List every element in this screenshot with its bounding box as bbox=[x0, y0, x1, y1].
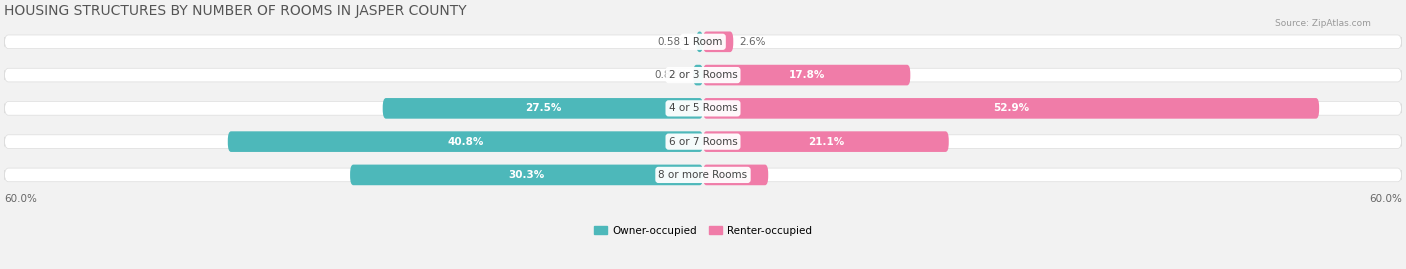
Text: 4 or 5 Rooms: 4 or 5 Rooms bbox=[669, 103, 737, 113]
FancyBboxPatch shape bbox=[693, 65, 703, 85]
FancyBboxPatch shape bbox=[4, 101, 1402, 115]
Text: 8 or more Rooms: 8 or more Rooms bbox=[658, 170, 748, 180]
FancyBboxPatch shape bbox=[382, 98, 703, 119]
FancyBboxPatch shape bbox=[703, 31, 734, 52]
FancyBboxPatch shape bbox=[703, 165, 768, 185]
Text: 60.0%: 60.0% bbox=[1369, 194, 1402, 204]
FancyBboxPatch shape bbox=[228, 131, 703, 152]
FancyBboxPatch shape bbox=[696, 31, 703, 52]
FancyBboxPatch shape bbox=[4, 135, 1402, 148]
Text: 2.6%: 2.6% bbox=[740, 37, 766, 47]
Text: 17.8%: 17.8% bbox=[789, 70, 825, 80]
Text: 0.84%: 0.84% bbox=[654, 70, 688, 80]
FancyBboxPatch shape bbox=[4, 35, 1402, 49]
FancyBboxPatch shape bbox=[703, 98, 1319, 119]
Legend: Owner-occupied, Renter-occupied: Owner-occupied, Renter-occupied bbox=[595, 225, 811, 236]
Text: 40.8%: 40.8% bbox=[447, 137, 484, 147]
FancyBboxPatch shape bbox=[703, 65, 910, 85]
FancyBboxPatch shape bbox=[703, 131, 949, 152]
Text: 6 or 7 Rooms: 6 or 7 Rooms bbox=[669, 137, 737, 147]
Text: 1 Room: 1 Room bbox=[683, 37, 723, 47]
Text: Source: ZipAtlas.com: Source: ZipAtlas.com bbox=[1275, 19, 1371, 28]
Text: 27.5%: 27.5% bbox=[524, 103, 561, 113]
Text: 60.0%: 60.0% bbox=[4, 194, 37, 204]
FancyBboxPatch shape bbox=[350, 165, 703, 185]
Text: 21.1%: 21.1% bbox=[808, 137, 844, 147]
FancyBboxPatch shape bbox=[4, 68, 1402, 82]
Text: 0.58%: 0.58% bbox=[658, 37, 690, 47]
Text: 2 or 3 Rooms: 2 or 3 Rooms bbox=[669, 70, 737, 80]
Text: 5.6%: 5.6% bbox=[721, 170, 751, 180]
FancyBboxPatch shape bbox=[4, 168, 1402, 182]
Text: 30.3%: 30.3% bbox=[509, 170, 544, 180]
Text: 52.9%: 52.9% bbox=[993, 103, 1029, 113]
Text: HOUSING STRUCTURES BY NUMBER OF ROOMS IN JASPER COUNTY: HOUSING STRUCTURES BY NUMBER OF ROOMS IN… bbox=[4, 4, 467, 18]
